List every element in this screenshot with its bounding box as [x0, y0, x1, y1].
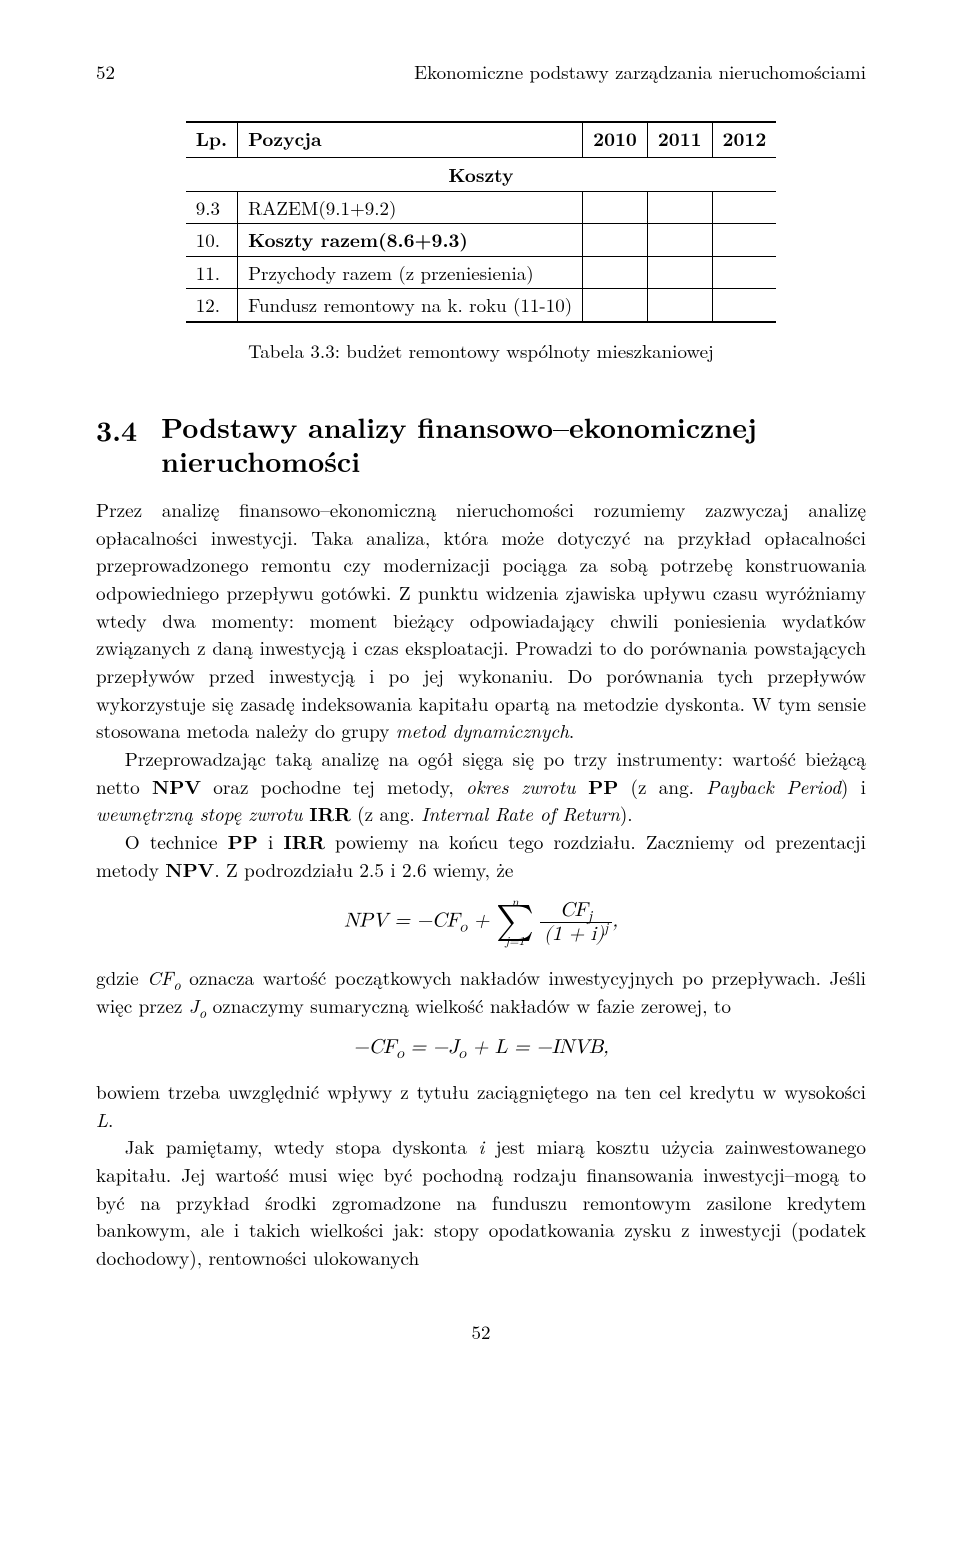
table-caption: Tabela 3.3: budżet remontowy wspólnoty m… [96, 337, 866, 364]
paragraph: gdzie CFo oznacza wartość początkowych n… [96, 964, 866, 1019]
budget-table: Lp. Pozycja 2010 2011 2012 Koszty 9.3 RA… [186, 121, 777, 322]
paragraph: O technice PP i IRR powiemy na końcu teg… [96, 828, 866, 883]
fraction: CFj (1 + i)j [540, 900, 612, 945]
section-heading: 3.4 Podstawy analizy finansowo–ekonomicz… [96, 410, 866, 478]
koszty-label: Koszty [186, 157, 777, 191]
section-number: 3.4 [96, 410, 137, 450]
section-title: Podstawy analizy finansowo–ekonomicznej … [161, 410, 757, 478]
cell-pozycja: Przychody razem (z przeniesienia) [238, 256, 583, 288]
paragraph: Jak pamiętamy, wtedy stopa dyskonta i je… [96, 1133, 866, 1271]
col-2011: 2011 [647, 122, 712, 157]
sigma-icon: n ∑ j=1 [496, 897, 534, 948]
page-number-top: 52 [96, 58, 115, 85]
cell-pozycja: Koszty razem(8.6+9.3) [238, 224, 583, 256]
col-pozycja: Pozycja [238, 122, 583, 157]
cell-pozycja: RAZEM(9.1+9.2) [238, 192, 583, 224]
table-section-row: Koszty [186, 157, 777, 191]
cell-lp: 12. [186, 289, 238, 322]
paragraph: Przeprowadzając taką analizę na ogół się… [96, 745, 866, 828]
table-row: 10. Koszty razem(8.6+9.3) [186, 224, 777, 256]
col-2010: 2010 [583, 122, 648, 157]
cell-lp: 9.3 [186, 192, 238, 224]
table-header-row: Lp. Pozycja 2010 2011 2012 [186, 122, 777, 157]
summation: n ∑ j=1 CFj (1 + i)j [496, 897, 612, 948]
paragraph: bowiem trzeba uwzględnić wpływy z tytułu… [96, 1078, 866, 1133]
cell-lp: 11. [186, 256, 238, 288]
col-lp: Lp. [186, 122, 238, 157]
cell-pozycja: Fundusz remontowy na k. roku (11-10) [238, 289, 583, 322]
col-2012: 2012 [712, 122, 776, 157]
table-row: 12. Fundusz remontowy na k. roku (11-10) [186, 289, 777, 322]
paragraph: Przez analizę finansowo–ekonomiczną nier… [96, 496, 866, 745]
formula-invb: −CFo = −Jo + L = −INVB, [96, 1033, 866, 1062]
table-row: 9.3 RAZEM(9.1+9.2) [186, 192, 777, 224]
table-row: 11. Przychody razem (z przeniesienia) [186, 256, 777, 288]
formula-npv: NPV = −CFo + n ∑ j=1 CFj (1 + i)j , [96, 897, 866, 948]
running-header: 52 Ekonomiczne podstawy zarządzania nier… [96, 58, 866, 85]
page-number-bottom: 52 [96, 1318, 866, 1345]
cell-lp: 10. [186, 224, 238, 256]
chapter-title: Ekonomiczne podstawy zarządzania nieruch… [414, 58, 866, 85]
